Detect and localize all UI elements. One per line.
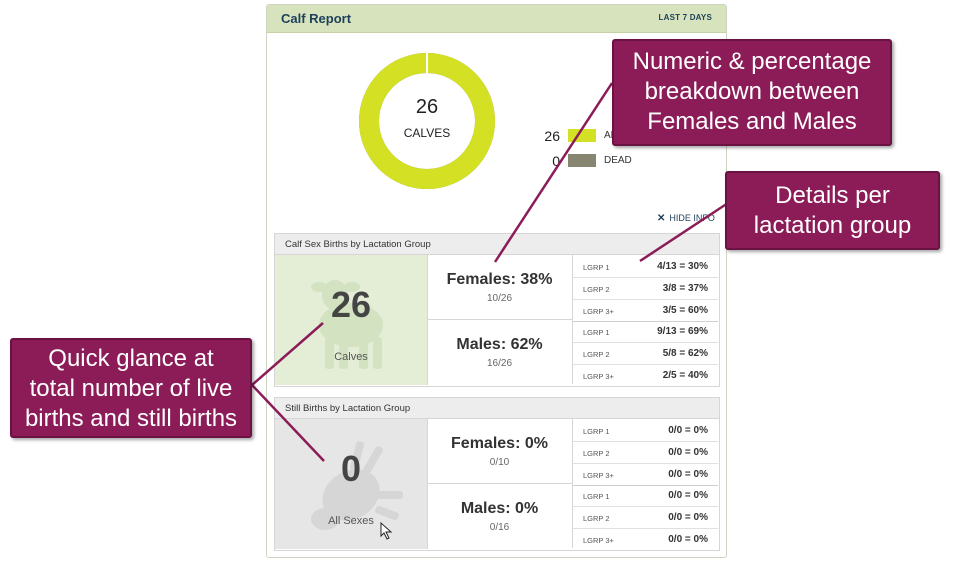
live-births-total: 26 Calves: [275, 255, 428, 385]
callout-line: births and still births: [24, 405, 238, 432]
lgrp-row: LGRP 2 0/0 = 0%: [573, 442, 718, 464]
dead-count: 0: [552, 153, 560, 169]
callout-line: Numeric & percentage: [632, 48, 872, 75]
lgrp-value: 0/0 = 0%: [668, 425, 708, 436]
lgrp-value: 0/0 = 0%: [668, 447, 708, 458]
lgrp-row: LGRP 2 0/0 = 0%: [573, 507, 718, 529]
lgrp-value: 0/0 = 0%: [668, 512, 708, 523]
females-ratio: 10/26: [486, 293, 513, 304]
males-ratio: 16/26: [486, 358, 513, 369]
males-ratio: 0/16: [489, 522, 510, 533]
hide-info-button[interactable]: ✕ HIDE INFO: [657, 213, 715, 224]
lgrp-row: LGRP 2 5/8 = 62%: [573, 343, 718, 365]
close-icon: ✕: [657, 213, 666, 224]
lgrp-value: 3/8 = 37%: [662, 283, 708, 294]
lgrp-value: 0/0 = 0%: [668, 469, 708, 480]
lgrp-label: LGRP 3+: [583, 536, 614, 545]
lgrp-row: LGRP 1 9/13 = 69%: [573, 321, 718, 343]
lgrp-row: LGRP 3+ 3/5 = 60%: [573, 300, 718, 322]
section-title: Still Births by Lactation Group: [285, 403, 411, 414]
mouse-cursor-icon: [380, 522, 393, 540]
females-percent: Females: 0%: [451, 435, 548, 452]
fallen-cow-icon: [311, 441, 403, 530]
lgrp-label: LGRP 3+: [583, 372, 614, 381]
lgrp-value: 5/8 = 62%: [662, 348, 708, 359]
callout-breakdown: Numeric & percentage breakdown between F…: [612, 39, 892, 146]
lgrp-row: LGRP 3+ 0/0 = 0%: [573, 529, 718, 550]
lgrp-row: LGRP 1 0/0 = 0%: [573, 485, 718, 507]
males-summary: Males: 62% 16/26: [427, 320, 573, 384]
still-total-label: All Sexes: [328, 515, 374, 527]
lgrp-row: LGRP 1 0/0 = 0%: [573, 420, 718, 442]
lgrp-value: 0/0 = 0%: [668, 534, 708, 545]
hide-info-label: HIDE INFO: [669, 213, 715, 223]
lgrp-row: LGRP 3+ 0/0 = 0%: [573, 464, 718, 486]
lgrp-row: LGRP 1 4/13 = 30%: [573, 256, 718, 278]
females-summary: Females: 0% 0/10: [427, 419, 573, 484]
section-header: Calf Sex Births by Lactation Group: [275, 234, 719, 255]
lgrp-value: 3/5 = 60%: [662, 305, 708, 316]
still-births-total: 0 All Sexes: [275, 419, 428, 549]
lgrp-label: LGRP 1: [583, 427, 610, 436]
lgrp-value: 4/13 = 30%: [657, 261, 708, 272]
lgrp-label: LGRP 1: [583, 263, 610, 272]
calves-donut-chart: [359, 53, 495, 189]
lgrp-value: 9/13 = 69%: [657, 326, 708, 337]
females-percent: Females: 38%: [446, 271, 553, 288]
section-title: Calf Sex Births by Lactation Group: [285, 239, 431, 250]
callout-line: Quick glance at: [48, 345, 214, 372]
callout-line: total number of live: [29, 375, 233, 402]
callout-line: lactation group: [753, 212, 912, 239]
males-percent: Males: 0%: [460, 500, 539, 517]
donut-label: CALVES: [403, 126, 451, 140]
lgrp-label: LGRP 2: [583, 350, 610, 359]
lgrp-label: LGRP 1: [583, 328, 610, 337]
donut-total: 26: [415, 96, 439, 118]
lgrp-label: LGRP 2: [583, 514, 610, 523]
callout-details: Details per lactation group: [725, 171, 940, 250]
card-title: Calf Report: [281, 11, 352, 26]
females-ratio: 0/10: [489, 457, 510, 468]
callout-line: breakdown between: [644, 78, 860, 105]
males-summary: Males: 0% 0/16: [427, 484, 573, 548]
alive-count: 26: [544, 128, 560, 144]
callout-quick-glance: Quick glance at total number of live bir…: [10, 338, 252, 438]
males-percent: Males: 62%: [456, 336, 543, 353]
callout-line: Details per: [775, 182, 890, 209]
still-total-number: 0: [340, 448, 362, 489]
section-header: Still Births by Lactation Group: [275, 398, 719, 419]
card-header: Calf Report LAST 7 DAYS: [267, 5, 726, 33]
lgrp-row: LGRP 3+ 2/5 = 40%: [573, 365, 718, 386]
still-births-section: Still Births by Lactation Group 0 All Se…: [274, 397, 720, 551]
live-total-number: 26: [330, 284, 372, 325]
dead-label: DEAD: [604, 155, 632, 166]
lgrp-value: 0/0 = 0%: [668, 490, 708, 501]
lgrp-label: LGRP 3+: [583, 307, 614, 316]
lgrp-value: 2/5 = 40%: [662, 370, 708, 381]
callout-line: Females and Males: [647, 108, 857, 135]
live-total-label: Calves: [334, 351, 368, 363]
females-summary: Females: 38% 10/26: [427, 255, 573, 320]
lgrp-row: LGRP 2 3/8 = 37%: [573, 278, 718, 300]
lgrp-label: LGRP 2: [583, 449, 610, 458]
lgrp-label: LGRP 2: [583, 285, 610, 294]
lgrp-label: LGRP 3+: [583, 471, 614, 480]
dead-swatch: [568, 154, 596, 167]
lgrp-label: LGRP 1: [583, 492, 610, 501]
date-range-label[interactable]: LAST 7 DAYS: [658, 13, 712, 22]
cow-icon: [311, 280, 383, 369]
